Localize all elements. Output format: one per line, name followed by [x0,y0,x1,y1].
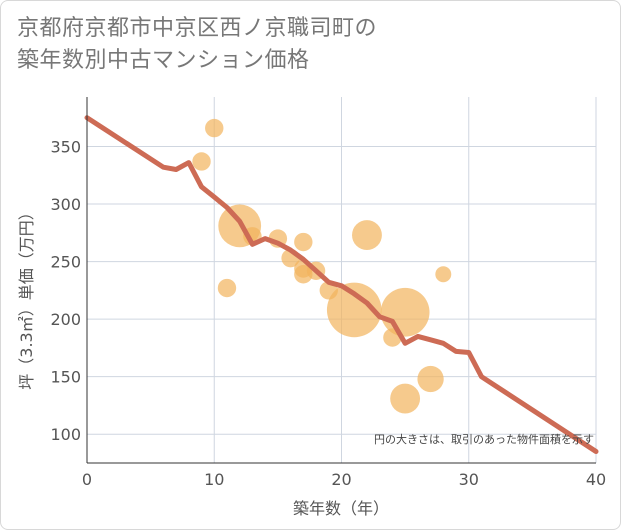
data-bubble [192,152,211,171]
x-tick-label: 30 [459,470,479,489]
x-tick-label: 40 [586,470,606,489]
trend-series [84,115,599,454]
y-tick-label: 300 [50,195,81,214]
y-tick-label: 200 [50,310,81,329]
data-bubble [326,282,382,338]
data-bubble [417,365,444,393]
chart-title-line2: 築年数別中古マンション価格 [17,48,310,73]
trend-line [84,115,599,454]
chart-title-line1: 京都府京都市中京区西ノ京職司町の [17,16,378,41]
x-tick-label: 10 [204,470,224,489]
y-tick-label: 150 [50,368,81,387]
data-bubble [380,287,430,337]
y-tick-label: 100 [50,425,81,444]
tick-labels: 100 150 200 250 300 350 0 10 20 30 40 [50,137,606,489]
grid-lines [87,97,597,463]
size-note: 円の大きさは、取引のあった物件面積を示す [374,432,594,446]
axes [86,97,596,464]
x-tick-label: 20 [331,470,351,489]
chart-title: 京都府京都市中京区西ノ京職司町の 築年数別中古マンション価格 [17,13,577,77]
x-tick-label: 0 [82,470,92,489]
data-bubble [390,383,421,414]
data-bubble [205,118,224,138]
x-axis-label: 築年数（年） [293,499,389,518]
data-bubble [352,220,382,251]
y-tick-label: 250 [50,253,81,272]
y-axis-label: 坪（3.3㎡）単価（万円） [17,204,36,389]
bubble-series [192,118,452,414]
data-bubble [435,266,452,283]
data-bubble [294,232,313,252]
y-tick-label: 350 [50,137,81,156]
data-bubble [217,278,237,298]
